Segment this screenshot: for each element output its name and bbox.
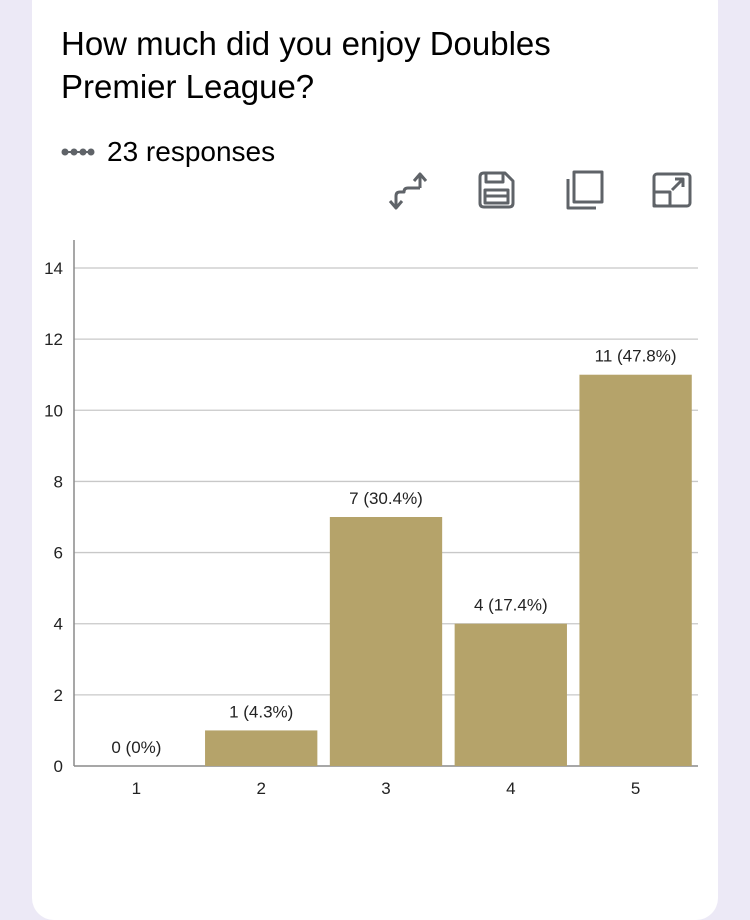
data-label: 1 (4.3%)	[229, 702, 293, 721]
bar	[454, 623, 567, 766]
responses-count: 23 responses	[107, 136, 276, 167]
x-tick-label: 5	[631, 779, 640, 798]
copy-icon	[562, 168, 606, 212]
y-tick-label: 4	[54, 615, 63, 634]
bar	[329, 517, 443, 766]
expand-icon	[650, 168, 694, 212]
responses-row: 23 responses	[61, 133, 275, 171]
y-tick-label: 12	[44, 330, 63, 349]
x-tick-label: 4	[506, 779, 515, 798]
x-tick-label: 3	[381, 779, 390, 798]
save-button[interactable]	[472, 166, 520, 214]
bar	[205, 730, 318, 766]
x-tick-label: 1	[132, 779, 141, 798]
copy-button[interactable]	[560, 166, 608, 214]
save-icon	[474, 168, 518, 212]
switch-axes-button[interactable]	[384, 166, 432, 214]
y-tick-label: 8	[54, 472, 63, 491]
dots-icon	[61, 146, 95, 158]
x-tick-label: 2	[256, 779, 265, 798]
bar	[579, 374, 692, 766]
switch-axes-icon	[388, 168, 428, 212]
data-label: 7 (30.4%)	[349, 489, 423, 508]
y-tick-label: 10	[44, 401, 63, 420]
expand-button[interactable]	[648, 166, 696, 214]
data-label: 11 (47.8%)	[595, 347, 677, 366]
y-tick-label: 6	[54, 544, 63, 563]
y-tick-label: 2	[54, 686, 63, 705]
data-label: 4 (17.4%)	[474, 596, 548, 615]
y-tick-label: 14	[44, 259, 63, 278]
data-label: 0 (0%)	[111, 738, 161, 757]
question-title: How much did you enjoy Doubles Premier L…	[61, 25, 551, 105]
y-tick-label: 0	[54, 757, 63, 776]
